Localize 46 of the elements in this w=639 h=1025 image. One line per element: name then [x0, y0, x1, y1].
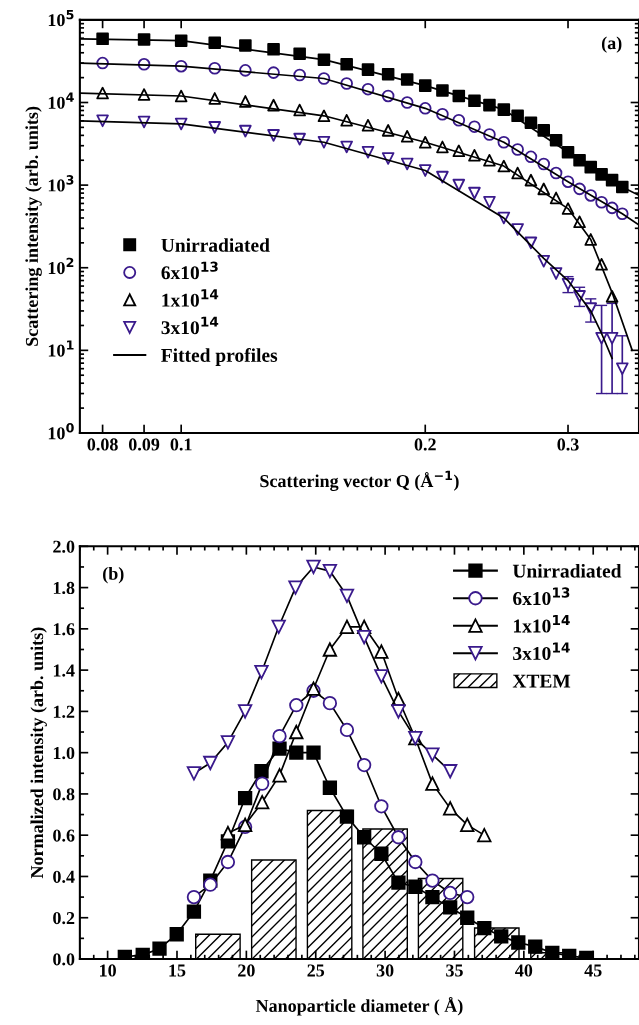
y-tick-label: 1.0	[53, 746, 75, 760]
y-tick-label: 10$^{1}$	[48, 340, 74, 357]
y-tick-label: 2.0	[53, 540, 75, 553]
y-tick-label: 1.8	[53, 581, 75, 595]
x-tick-label: 20	[238, 964, 255, 977]
x-tick-label: 0.08	[87, 438, 118, 451]
y-tick-label: 0.8	[53, 788, 75, 801]
x-tick-label: 35	[446, 964, 463, 977]
y-tick-label: 1.4	[53, 664, 75, 677]
y-tick-label: 0.2	[53, 911, 75, 925]
x-tick-label: 0.09	[128, 438, 160, 451]
y-tick-label: 10$^{0}$	[48, 422, 74, 440]
y-tick-label: 0.4	[53, 870, 75, 883]
x-tick-label: 10	[100, 964, 116, 977]
legend-label: 3x10$^{14}$	[161, 316, 219, 335]
x-tick-label: 15	[169, 964, 186, 977]
legend-label: 6x10$^{13}$	[513, 587, 570, 606]
x-tick-label: 0.1	[170, 438, 192, 451]
x-tick-label: 40	[515, 964, 533, 977]
legend-label: 3x10$^{14}$	[513, 642, 570, 661]
x-axis-title: Scattering vector Q (Å$^{−1}$)	[260, 470, 459, 491]
legend-label: 6x10$^{13}$	[161, 261, 218, 280]
annotation: (b)	[103, 567, 124, 584]
legend-label: Unirradiated	[161, 238, 270, 252]
x-tick-label: 30	[376, 964, 394, 977]
y-tick-label: 1.6	[53, 623, 75, 636]
y-tick-label: 10$^{3}$	[48, 175, 74, 192]
x-tick-label: 0.2	[414, 438, 436, 451]
legend-label: 1x10$^{14}$	[513, 615, 570, 633]
y-tick-label: 10$^{5}$	[48, 9, 74, 27]
x-tick-label: 0.3	[557, 438, 579, 451]
y-tick-label: 0.6	[53, 829, 75, 842]
legend-label: 1x10$^{14}$	[162, 289, 219, 307]
legend-label: Fitted profiles	[161, 348, 278, 366]
annotation: (a)	[601, 36, 622, 53]
y-tick-label: 0.0	[53, 953, 75, 966]
legend-label: XTEM	[512, 674, 571, 688]
y-tick-label: 1.2	[53, 705, 75, 718]
y-tick-label: 10$^{4}$	[48, 92, 74, 109]
x-tick-label: 45	[584, 964, 602, 977]
y-tick-label: 10$^{2}$	[48, 257, 74, 275]
y-axis-title: Normalized intensity (arb. units)	[30, 627, 47, 879]
legend-label: Unirradiated	[512, 563, 622, 578]
y-axis-title: Scattering intensity (arb. units)	[25, 106, 42, 346]
x-tick-label: 25	[307, 964, 325, 977]
x-axis-title: Nanoparticle diameter ( Å)	[255, 996, 463, 1016]
